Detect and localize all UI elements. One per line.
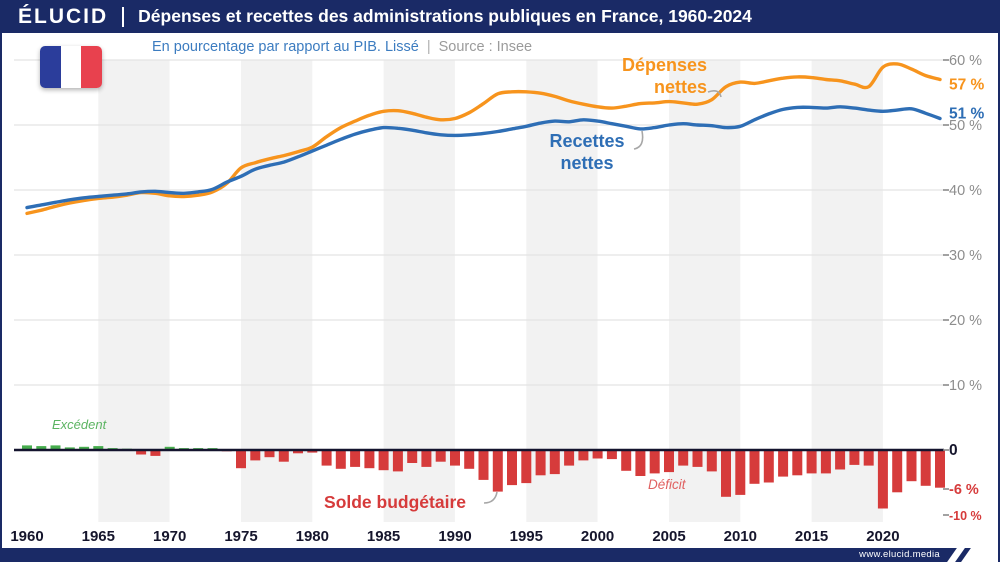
svg-text:2020: 2020 [866,528,899,545]
svg-text:57 %: 57 % [949,77,985,94]
website-url: www.elucid.media [859,549,940,560]
svg-text:60 %: 60 % [949,53,982,69]
balance-label: Solde budgétaire [324,492,466,512]
subtitle-divider: | [426,39,431,55]
subtitle-text: En pourcentage par rapport au PIB. Lissé [152,39,419,55]
svg-text:40 %: 40 % [949,183,982,199]
svg-text:1965: 1965 [82,528,115,545]
svg-text:2015: 2015 [795,528,828,545]
svg-text:-10 %: -10 % [949,509,982,523]
elucid-logo: ÉLUCID [18,4,109,28]
svg-text:1980: 1980 [296,528,329,545]
flag-white-stripe [60,46,82,88]
revenues-line-label: Recettes nettes [549,131,625,173]
svg-text:50 %: 50 % [949,118,982,134]
svg-text:30 %: 30 % [949,248,982,264]
svg-text:1995: 1995 [510,528,543,545]
france-flag-icon [40,46,102,88]
surplus-label: Excédent [52,417,107,432]
svg-text:1960: 1960 [10,528,43,545]
svg-text:10 %: 10 % [949,378,982,394]
expenses-line-label: Dépenses nettes [621,55,707,97]
svg-text:2005: 2005 [652,528,685,545]
flag-red-stripe [81,46,102,88]
flag-blue-stripe [40,46,61,88]
logo-divider [122,6,125,27]
svg-text:2010: 2010 [724,528,757,545]
chart-subtitle: En pourcentage par rapport au PIB. Lissé… [152,39,532,55]
svg-text:51 %: 51 % [949,106,985,123]
footer-corner-decoration [961,548,998,562]
svg-text:1990: 1990 [438,528,471,545]
svg-text:1985: 1985 [367,528,400,545]
svg-text:2000: 2000 [581,528,614,545]
svg-text:1970: 1970 [153,528,186,545]
deficit-label: Déficit [648,477,686,492]
header-bar: ÉLUCID Dépenses et recettes des administ… [2,0,998,33]
footer-bar: www.elucid.media [2,548,998,562]
svg-text:20 %: 20 % [949,313,982,329]
svg-text:0: 0 [949,442,958,459]
source-text: Source : Insee [438,39,533,55]
svg-text:1975: 1975 [224,528,257,545]
page-title: Dépenses et recettes des administrations… [138,6,752,26]
svg-text:-6 %: -6 % [949,482,979,498]
